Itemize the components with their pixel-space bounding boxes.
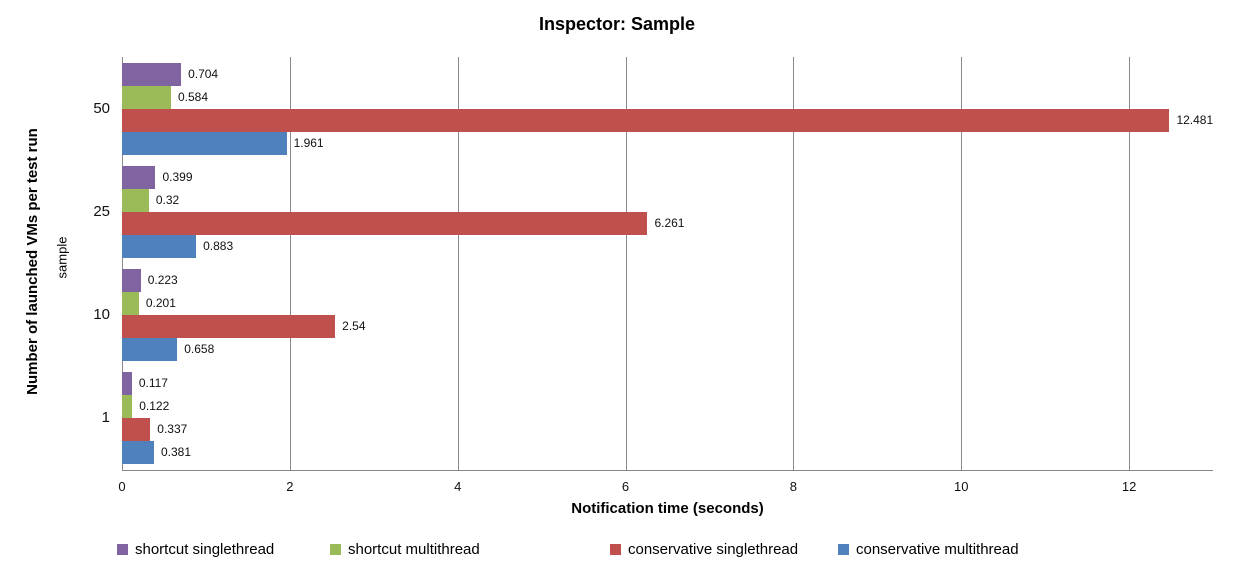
legend-label: shortcut multithread: [348, 541, 480, 558]
legend-item-shortcut-singlethread: shortcut singlethread: [117, 541, 274, 558]
x-axis-title: Notification time (seconds): [571, 500, 764, 517]
x-tick-label: 0: [118, 479, 126, 494]
legend-item-conservative-multithread: conservative multithread: [838, 541, 1019, 558]
bar-value-label: 0.223: [147, 273, 178, 288]
bar-conservative-singlethread-cat-50: [122, 108, 1170, 132]
gridline: [457, 57, 459, 470]
legend-item-conservative-singlethread: conservative singlethread: [610, 541, 798, 558]
legend-label: conservative singlethread: [628, 541, 799, 558]
y-category-label: 25: [93, 202, 110, 220]
bar-conservative-multithread-cat-1: [122, 441, 154, 465]
bar-value-label: 0.117: [138, 376, 168, 391]
bar-value-label: 0.584: [178, 89, 209, 104]
bar-value-label: 0.201: [145, 296, 176, 311]
bar-value-label: 6.261: [654, 215, 685, 230]
legend-swatch: [117, 544, 128, 555]
gridline: [961, 57, 963, 470]
legend-swatch: [838, 544, 849, 555]
bar-value-label: 0.337: [157, 422, 188, 437]
y-axis-title: Number of launched VMs per test run: [24, 128, 41, 395]
bar-conservative-multithread-cat-50: [122, 131, 287, 155]
bar-value-label: 0.883: [203, 238, 234, 253]
bar-value-label: 12.481: [1176, 112, 1214, 127]
bar-conservative-multithread-cat-10: [122, 338, 178, 362]
gridline: [289, 57, 291, 470]
bar-shortcut-multithread-cat-10: [122, 292, 139, 316]
bar-conservative-singlethread-cat-10: [122, 315, 336, 339]
gridline: [793, 57, 795, 470]
bar-value-label: 0.122: [139, 399, 170, 414]
x-tick-label: 4: [454, 479, 462, 494]
y-category-label: 50: [93, 99, 110, 117]
bar-shortcut-singlethread-cat-10: [122, 269, 141, 293]
gridline: [122, 57, 123, 470]
bar-value-label: 2.54: [342, 319, 366, 334]
x-tick-label: 6: [621, 479, 630, 494]
x-tick-label: 10: [953, 479, 969, 494]
bar-shortcut-singlethread-cat-1: [122, 372, 132, 396]
chart-legend: shortcut singlethread shortcut multithrea…: [0, 541, 1234, 565]
x-tick-label: 12: [1121, 479, 1137, 494]
bar-value-label: 0.399: [162, 169, 193, 184]
y-category-label: 10: [93, 306, 110, 324]
y-axis-group-label: sample: [54, 236, 70, 279]
legend-label: shortcut singlethread: [135, 541, 275, 558]
bar-value-label: 0.704: [188, 66, 219, 81]
bar-shortcut-singlethread-cat-25: [122, 165, 156, 189]
x-tick-label: 2: [286, 479, 294, 494]
bar-shortcut-multithread-cat-50: [122, 85, 171, 109]
plot-area: 0.704 0.584 12.481 1.961 0.399 0.32 6.261 0.883…: [122, 57, 1213, 471]
bar-value-label: 0.381: [160, 445, 191, 460]
legend-swatch: [330, 544, 341, 555]
legend-label: conservative multithread: [856, 541, 1019, 558]
chart-title: Inspector: Sample: [538, 14, 696, 34]
legend-swatch: [610, 544, 621, 555]
bar-value-label: 0.32: [155, 192, 180, 207]
x-tick-label: 8: [789, 479, 797, 494]
bar-shortcut-multithread-cat-1: [122, 395, 133, 419]
bar-value-label: 1.961: [293, 135, 324, 150]
bar-shortcut-multithread-cat-25: [122, 188, 149, 212]
bar-value-label: 0.658: [184, 342, 215, 357]
bar-conservative-multithread-cat-25: [122, 234, 197, 258]
gridline: [1129, 57, 1131, 470]
bar-shortcut-singlethread-cat-50: [122, 62, 182, 86]
bar-conservative-singlethread-cat-1: [122, 418, 151, 442]
gridline: [625, 57, 627, 470]
bar-conservative-singlethread-cat-25: [122, 211, 648, 235]
y-category-label: 1: [101, 409, 110, 427]
legend-item-shortcut-multithread: shortcut multithread: [330, 541, 480, 558]
